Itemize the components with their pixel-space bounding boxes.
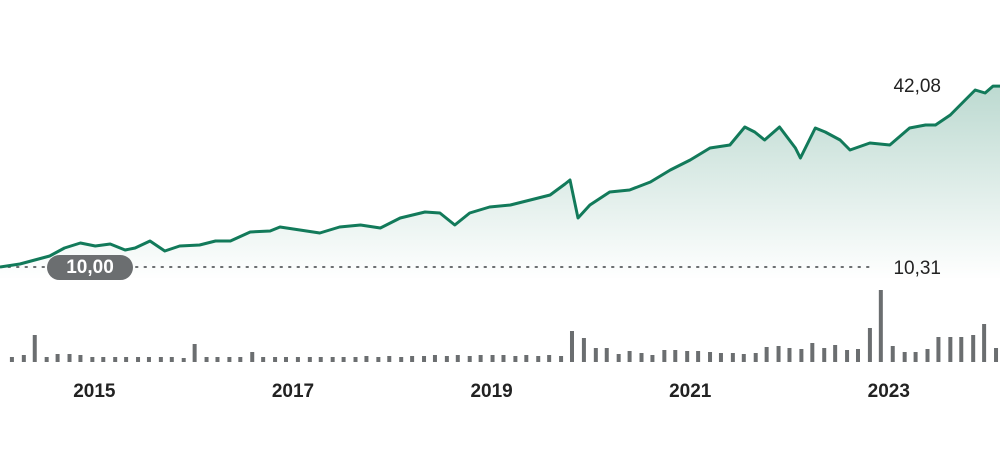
x-tick-label: 2015 — [73, 381, 116, 402]
last-value-label: 42,08 — [893, 76, 941, 97]
volume-bar — [158, 357, 163, 362]
volume-bar — [101, 357, 106, 362]
volume-bar — [490, 355, 495, 362]
volume-bar — [67, 354, 72, 362]
x-tick-label: 2023 — [868, 381, 910, 402]
volume-bar — [204, 357, 209, 362]
volume-bar — [994, 348, 999, 362]
volume-bar — [146, 357, 151, 362]
volume-bar — [925, 349, 930, 362]
volume-bar — [113, 357, 118, 362]
volume-bar — [971, 335, 976, 362]
volume-bar — [685, 351, 690, 362]
volume-bar — [536, 356, 541, 362]
volume-bar — [467, 356, 472, 362]
volume-bar — [44, 357, 49, 362]
volume-bar — [959, 337, 964, 362]
volume-bar — [376, 357, 381, 362]
x-tick-label: 2019 — [470, 381, 512, 402]
volume-bar — [55, 354, 60, 362]
volume-bar — [364, 356, 369, 362]
volume-bar — [878, 290, 883, 362]
volume-bar — [238, 357, 243, 362]
volume-bar — [399, 357, 404, 362]
x-tick-label: 2017 — [272, 381, 314, 402]
volume-bar — [273, 357, 278, 362]
volume-bar — [387, 356, 392, 362]
volume-bar — [341, 357, 346, 362]
volume-bar — [627, 351, 632, 362]
volume-bar — [708, 352, 713, 362]
price-line — [0, 84, 1000, 269]
volume-bar — [444, 356, 449, 362]
volume-bar — [867, 328, 872, 362]
volume-bar — [902, 352, 907, 362]
volume-bar — [432, 355, 437, 362]
volume-bar — [124, 357, 129, 362]
volume-bar — [9, 357, 14, 362]
volume-bar — [581, 338, 586, 362]
volume-bar — [764, 347, 769, 362]
annotation: 10,31 — [893, 258, 941, 279]
volume-bar — [181, 358, 186, 362]
volume-bar — [776, 346, 781, 362]
volume-bar — [799, 349, 804, 362]
volume-bar — [673, 350, 678, 362]
volume-bar — [513, 356, 518, 362]
volume-bar — [410, 356, 415, 362]
volume-bar — [662, 350, 667, 362]
baseline-label: 10,00 — [66, 257, 114, 278]
volume-bar — [501, 355, 506, 362]
volume-bar — [810, 343, 815, 362]
volume-bar — [330, 357, 335, 362]
volume-bar — [32, 335, 37, 362]
baseline-pill — [47, 255, 133, 281]
volume-bar — [982, 324, 987, 362]
volume-bar — [283, 357, 288, 362]
volume-bar — [422, 356, 427, 362]
volume-bar — [559, 356, 564, 362]
volume-bar — [604, 348, 609, 362]
volume-bar — [822, 348, 827, 362]
volume-bar — [730, 353, 735, 362]
volume-bar — [741, 354, 746, 362]
volume-bar — [616, 354, 621, 362]
volume-bar — [855, 349, 860, 362]
volume-bar — [569, 331, 574, 362]
volume-bar — [845, 350, 850, 362]
volume-bar — [78, 355, 83, 362]
volume-bar — [639, 353, 644, 362]
volume-bar — [833, 345, 838, 362]
volume-bar — [650, 355, 655, 362]
volume-bar — [307, 357, 312, 362]
volume-bar — [192, 344, 197, 362]
volume-bar — [261, 357, 266, 362]
volume-bar — [318, 357, 323, 362]
volume-bar — [478, 355, 483, 362]
x-tick-label: 2021 — [669, 381, 712, 402]
volume-bar — [250, 352, 255, 362]
volume-bar — [696, 351, 701, 362]
volume-bar — [890, 346, 895, 362]
volume-bar — [718, 353, 723, 362]
volume-bar — [136, 357, 141, 362]
volume-bar — [90, 357, 95, 362]
volume-bar — [913, 352, 918, 362]
volume-bar — [593, 348, 598, 362]
volume-bar — [21, 355, 26, 362]
volume-bar — [753, 353, 758, 362]
area — [0, 86, 1000, 280]
volume-bar — [353, 357, 358, 362]
volume-bar — [787, 348, 792, 362]
volume-bar — [227, 357, 232, 362]
volume-bar — [948, 337, 953, 362]
volume-bar — [295, 357, 300, 362]
volume-bar — [169, 357, 174, 362]
volume-bar — [936, 337, 941, 362]
volume-bar — [547, 355, 552, 362]
volume-bar — [215, 357, 220, 362]
volume-bar — [455, 355, 460, 362]
volume-bar — [524, 355, 529, 362]
